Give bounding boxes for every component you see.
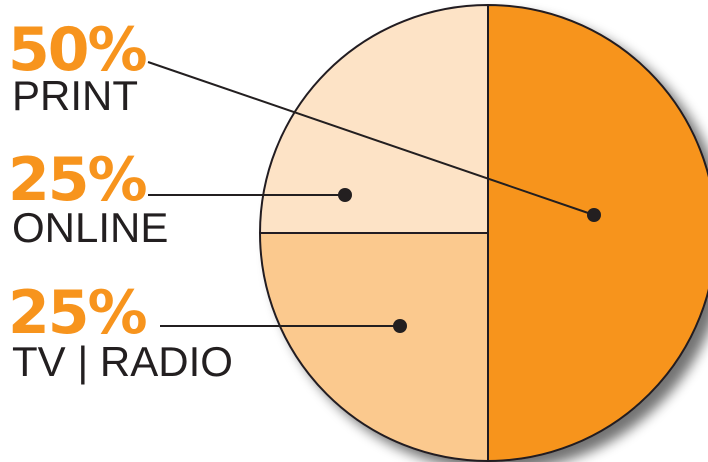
pie-slice-print — [487, 3, 708, 462]
slice-tv-radio-value: 25% — [8, 278, 146, 348]
pie-labels — [147, 61, 601, 333]
slice-online-value: 25% — [8, 145, 146, 215]
pie-slice-tv-radio — [258, 3, 489, 234]
pie-slices — [258, 3, 708, 462]
slice-print-label: PRINT — [12, 72, 138, 119]
slice-tv-radio-label: TV | RADIO — [12, 338, 233, 385]
leader-dot-online — [338, 188, 352, 202]
slice-print-value: 50% — [8, 15, 146, 85]
pie-slice-online — [258, 232, 489, 462]
leader-dot-tv-radio — [393, 319, 407, 333]
slice-online-label: ONLINE — [12, 204, 168, 251]
leader-dot-print — [587, 208, 601, 222]
leader-line-print — [147, 61, 595, 216]
